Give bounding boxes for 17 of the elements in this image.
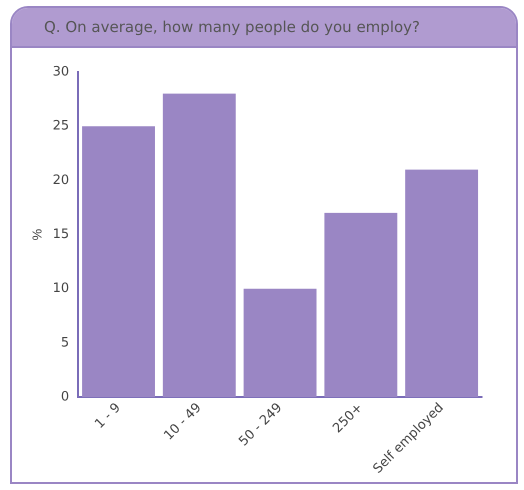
x-tick-label: 10 - 49 [161,400,205,444]
bar [82,126,155,398]
y-tick-label: 5 [60,335,70,350]
bar [244,288,317,398]
bar [324,212,398,398]
x-tick-label: 50 - 249 [236,400,286,450]
y-tick-label: 0 [60,390,70,405]
y-tick-label: 10 [52,281,70,296]
bar [405,170,478,398]
chart-title: Q. On average, how many people do you employ? [12,8,516,48]
y-tick-label: 20 [52,172,70,188]
x-tick-label: 1 - 9 [92,400,124,432]
y-tick-label: 25 [52,118,70,134]
bar [162,94,236,398]
y-axis-title: % [29,228,44,240]
y-tick-label: 30 [52,64,70,80]
y-tick-label: 15 [52,226,70,242]
